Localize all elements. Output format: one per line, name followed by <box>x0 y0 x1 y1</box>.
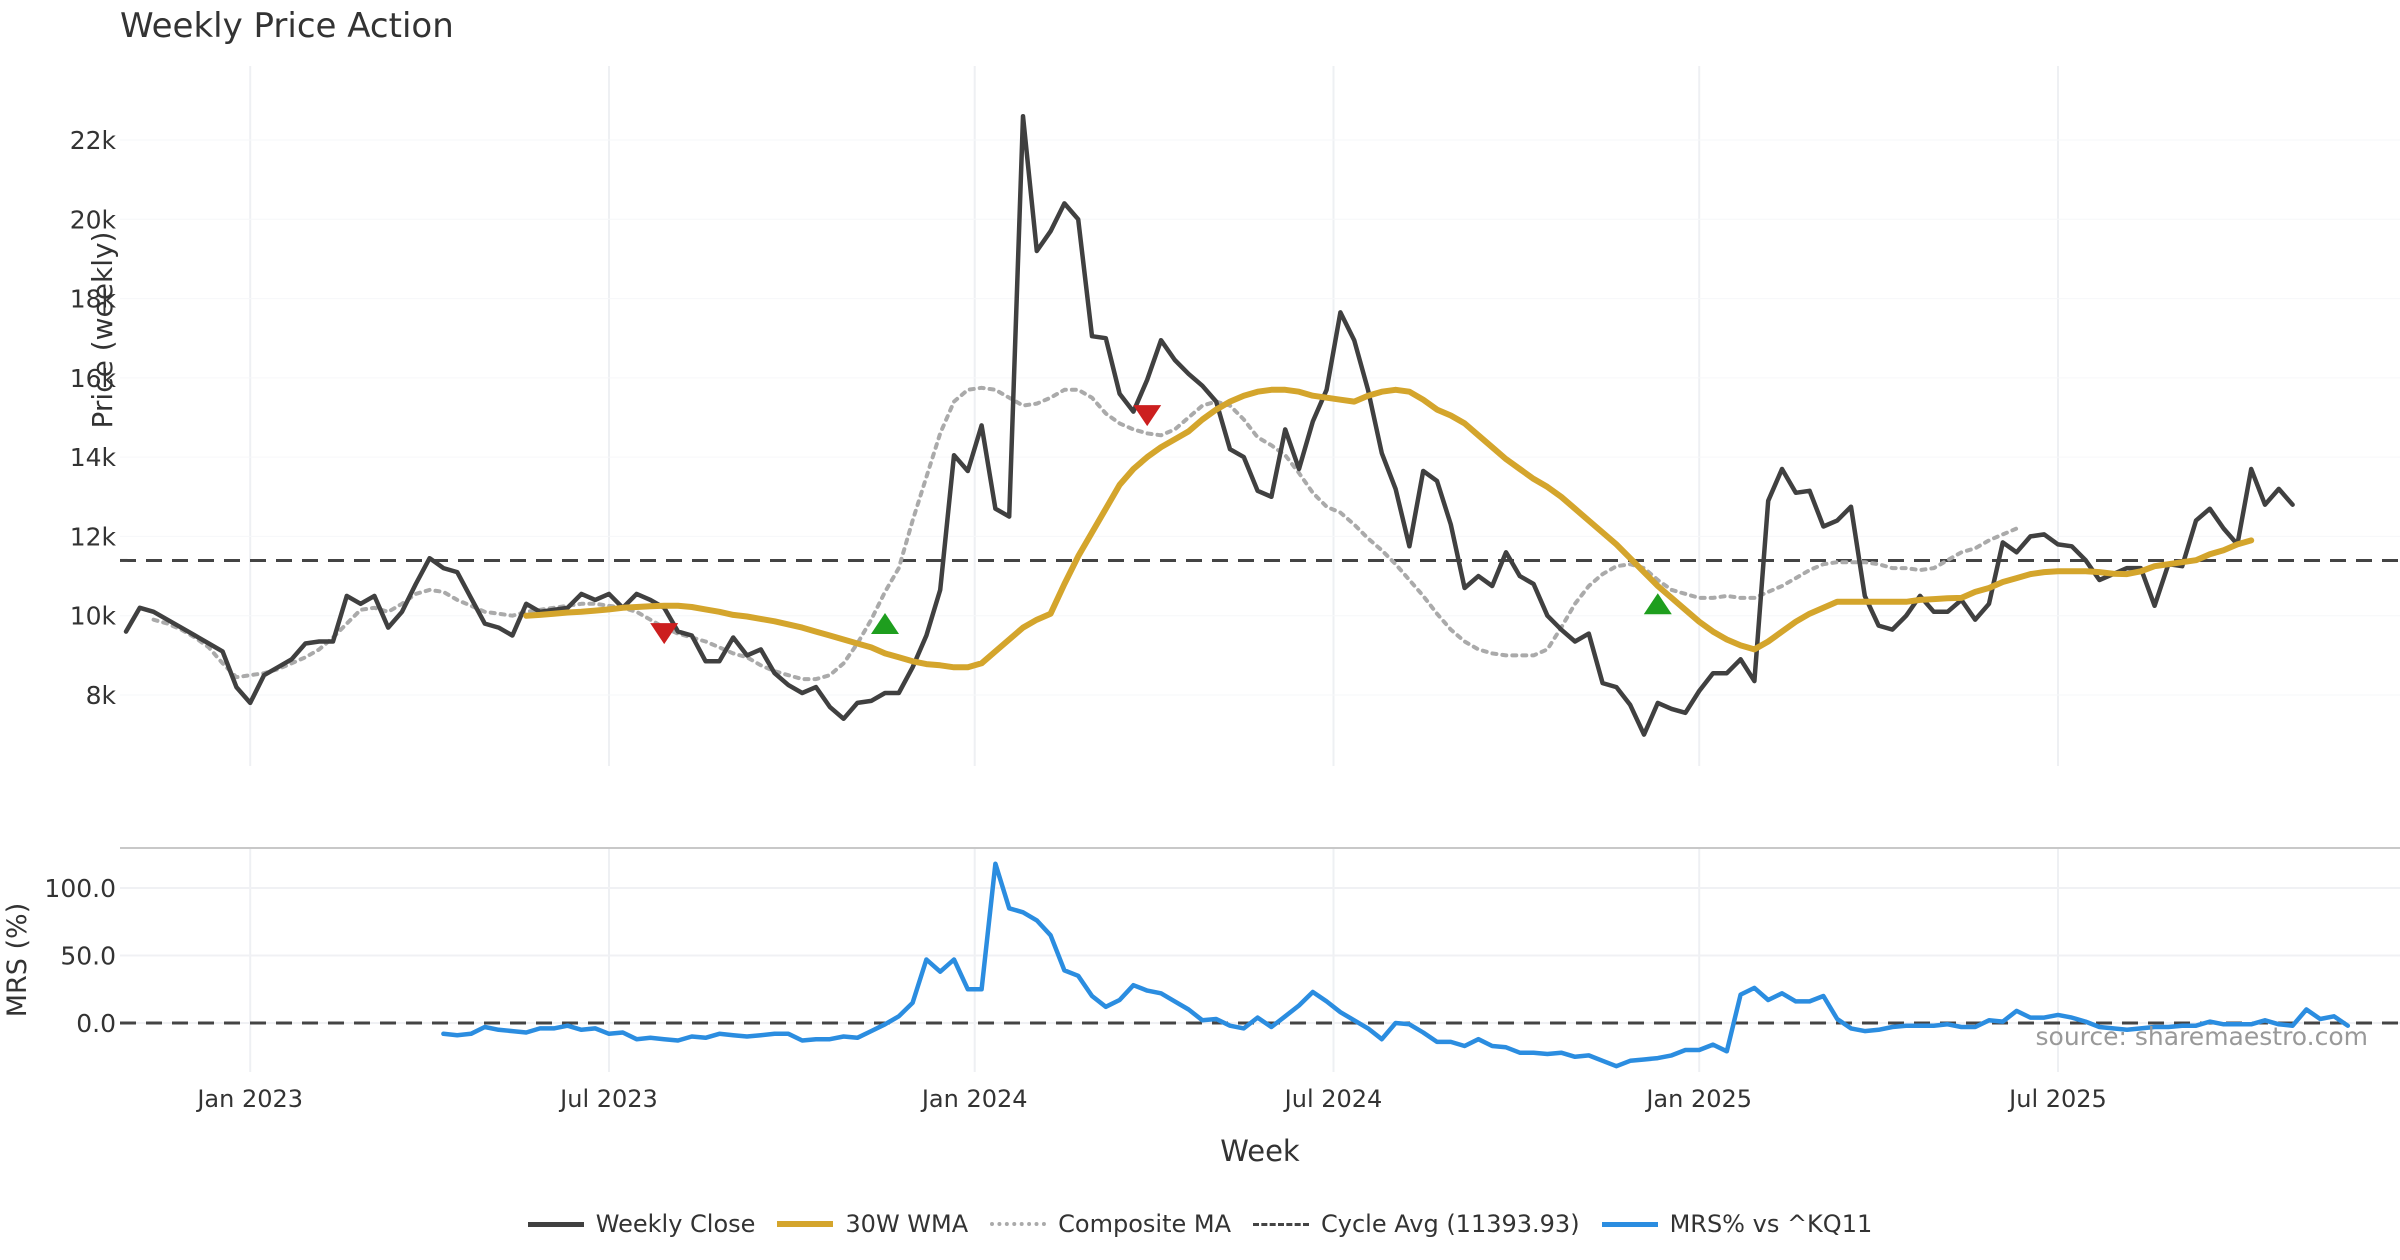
weekly-close-line <box>123 113 2295 737</box>
price-y-tick-label: 18k <box>70 285 117 314</box>
price-y-tick-label: 16k <box>70 364 117 393</box>
legend-label: MRS% vs ^KQ11 <box>1669 1210 1873 1238</box>
source-label: source: sharemaestro.com <box>2035 1022 2369 1051</box>
x-tick-label: Jan 2025 <box>1644 1085 1752 1113</box>
price-y-tick-label: 14k <box>70 443 117 472</box>
legend: Weekly Close 30W WMA Composite MA Cycle … <box>0 1210 2400 1238</box>
buy-signal-marker <box>871 613 899 635</box>
legend-swatch-30w-wma <box>777 1221 834 1227</box>
mrs-y-tick-label: 50.0 <box>60 942 116 971</box>
x-axis-label: Week <box>1220 1134 1300 1168</box>
legend-swatch-mrs <box>1601 1221 1658 1227</box>
legend-item-cycle-avg[interactable]: Cycle Avg (11393.93) <box>1253 1210 1580 1238</box>
price-y-tick-label: 10k <box>70 602 117 631</box>
legend-item-30w-wma[interactable]: 30W WMA <box>777 1210 968 1238</box>
price-y-tick-label: 22k <box>70 126 117 155</box>
composite-ma-line <box>151 385 2019 682</box>
legend-item-mrs[interactable]: MRS% vs ^KQ11 <box>1601 1210 1873 1238</box>
legend-label: Composite MA <box>1058 1210 1232 1238</box>
price-y-tick-label: 20k <box>70 205 117 234</box>
mrs-axis-label: MRS (%) <box>2 903 33 1018</box>
sell-signal-marker <box>1133 405 1162 427</box>
x-tick-label: Jul 2025 <box>2007 1085 2107 1113</box>
buy-signal-marker <box>1643 593 1672 615</box>
legend-swatch-cycle-avg <box>1253 1222 1310 1226</box>
plot-series-group <box>120 113 2400 1069</box>
x-tick-label: Jan 2023 <box>195 1085 303 1113</box>
x-tick-label: Jan 2024 <box>920 1085 1028 1113</box>
x-tick-label: Jul 2023 <box>558 1085 658 1113</box>
legend-label: Cycle Avg (11393.93) <box>1321 1210 1580 1238</box>
x-tick-label: Jul 2024 <box>1283 1085 1383 1113</box>
legend-item-composite-ma[interactable]: Composite MA <box>990 1210 1231 1238</box>
mrs-y-tick-label: 0.0 <box>76 1009 116 1038</box>
mrs-y-tick-label: 100.0 <box>44 874 116 903</box>
sell-signal-marker <box>650 623 679 645</box>
legend-swatch-composite-ma <box>990 1222 1047 1226</box>
legend-label: 30W WMA <box>845 1210 969 1238</box>
legend-label: Weekly Close <box>595 1210 756 1238</box>
mrs-line <box>441 861 2351 1069</box>
legend-swatch-weekly-close <box>527 1221 584 1227</box>
legend-item-weekly-close[interactable]: Weekly Close <box>527 1210 756 1238</box>
price-y-tick-label: 12k <box>70 522 117 551</box>
chart-title: Weekly Price Action <box>120 6 454 46</box>
price-y-tick-label: 8k <box>86 681 117 710</box>
wma-30w-line <box>523 386 2255 671</box>
